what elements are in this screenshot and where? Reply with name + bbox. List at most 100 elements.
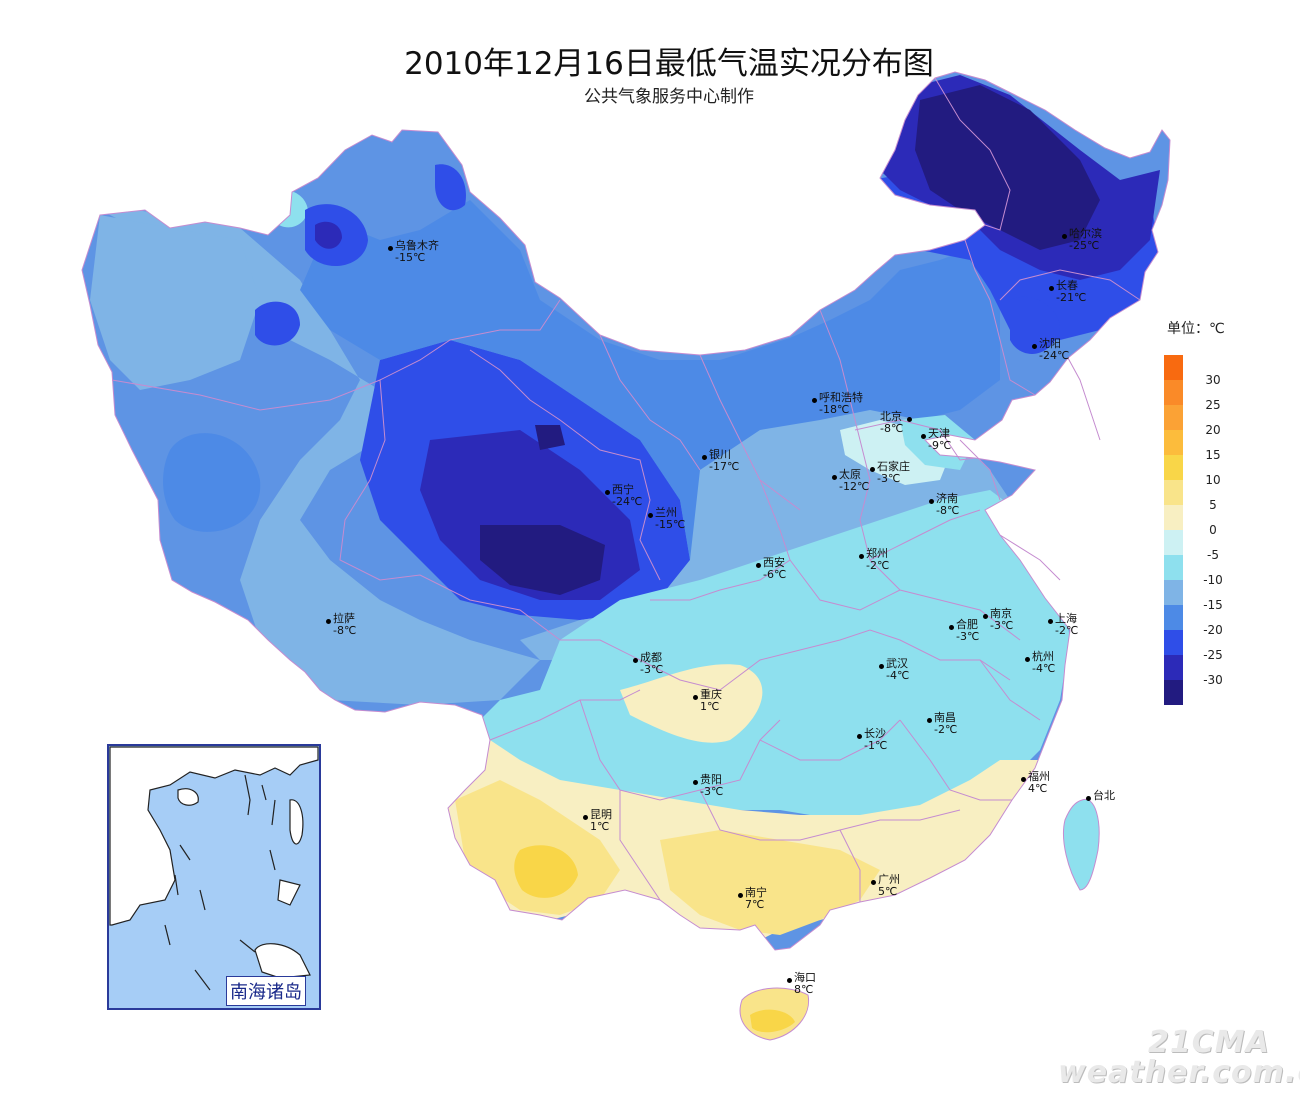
map-subtitle: 公共气象服务中心制作	[584, 87, 754, 107]
city-label: 乌鲁木齐 -15℃	[388, 240, 439, 264]
city-label: 南京 -3℃	[983, 608, 1013, 632]
legend-swatch	[1164, 580, 1183, 605]
city-label: 长春 -21℃	[1049, 280, 1086, 304]
city-marker	[326, 619, 331, 624]
city-label: 南宁 7℃	[738, 887, 767, 911]
city-label: 哈尔滨 -25℃	[1062, 228, 1102, 252]
city-label: 呼和浩特 -18℃	[812, 392, 863, 416]
city-label: 太原 -12℃	[832, 469, 869, 493]
city-marker	[870, 467, 875, 472]
legend-swatch	[1164, 555, 1183, 580]
city-label: 石家庄 -3℃	[870, 461, 910, 485]
legend-tick-label: 0	[1209, 523, 1217, 537]
legend-tick-label: 20	[1205, 423, 1221, 437]
city-marker	[927, 718, 932, 723]
city-marker	[1032, 344, 1037, 349]
temperature-zones	[82, 75, 1160, 950]
legend-swatch	[1164, 630, 1183, 655]
legend-swatch	[1164, 455, 1183, 480]
city-label: 昆明 1℃	[583, 809, 612, 833]
city-marker	[756, 563, 761, 568]
city-label: 福州 4℃	[1021, 771, 1050, 795]
taiwan-island	[1062, 798, 1100, 891]
legend-swatch	[1164, 430, 1183, 455]
city-marker	[812, 398, 817, 403]
legend-swatch	[1164, 380, 1183, 405]
city-label: 合肥 -3℃	[949, 619, 979, 643]
legend-swatch	[1164, 480, 1183, 505]
legend-tick-label: 25	[1205, 398, 1221, 412]
legend-swatch	[1164, 355, 1183, 380]
legend-swatch	[1164, 405, 1183, 430]
legend-tick-label: 5	[1209, 498, 1217, 512]
legend-tick-label: -30	[1203, 673, 1223, 687]
legend-swatch	[1164, 680, 1183, 705]
city-marker	[832, 475, 837, 480]
city-label: 天津 -9℃	[921, 428, 951, 452]
city-label: 拉萨 -8℃	[326, 613, 356, 637]
legend-swatch	[1164, 505, 1183, 530]
city-marker	[921, 434, 926, 439]
city-label: 武汉 -4℃	[879, 658, 909, 682]
legend-tick-label: -5	[1207, 548, 1219, 562]
city-marker	[879, 664, 884, 669]
city-marker	[738, 893, 743, 898]
legend-tick-label: -15	[1203, 598, 1223, 612]
city-label: 广州 5℃	[871, 874, 900, 898]
city-label: 西宁 -24℃	[605, 484, 642, 508]
city-marker	[907, 417, 912, 422]
city-label: 海口 8℃	[787, 972, 816, 996]
korea-coast	[1067, 357, 1101, 441]
city-label: 北京 -8℃	[880, 411, 912, 435]
map-title: 2010年12月16日最低气温实况分布图	[404, 46, 934, 82]
city-marker	[857, 734, 862, 739]
city-marker	[388, 246, 393, 251]
city-marker	[702, 455, 707, 460]
city-label: 西安 -6℃	[756, 557, 786, 581]
legend-unit-title: 单位：℃	[1167, 321, 1225, 337]
legend-tick-label: -20	[1203, 623, 1223, 637]
city-marker	[929, 499, 934, 504]
city-label: 银川 -17℃	[702, 449, 739, 473]
city-marker	[949, 625, 954, 630]
city-marker	[693, 695, 698, 700]
city-marker	[1025, 657, 1030, 662]
city-marker	[1021, 777, 1026, 782]
city-label: 上海 -2℃	[1048, 613, 1078, 637]
city-label: 成都 -3℃	[633, 652, 663, 676]
city-marker	[983, 614, 988, 619]
city-marker	[693, 780, 698, 785]
city-marker	[648, 513, 653, 518]
city-label: 长沙 -1℃	[857, 728, 887, 752]
legend-swatch	[1164, 655, 1183, 680]
city-marker	[1086, 796, 1091, 801]
city-marker	[859, 554, 864, 559]
city-label: 重庆 1℃	[693, 689, 722, 713]
inset-land	[109, 746, 319, 926]
legend-swatch	[1164, 605, 1183, 630]
city-marker	[1062, 234, 1067, 239]
city-label: 贵阳 -3℃	[693, 774, 723, 798]
city-marker	[583, 815, 588, 820]
city-label: 济南 -8℃	[929, 493, 959, 517]
province-borders	[81, 71, 1171, 951]
legend-tick-label: 15	[1205, 448, 1221, 462]
city-marker	[787, 978, 792, 983]
south-china-sea-label: 南海诸岛	[226, 976, 306, 1006]
city-marker	[633, 658, 638, 663]
city-label: 台北	[1086, 790, 1115, 802]
city-label: 郑州 -2℃	[859, 548, 889, 572]
city-label: 沈阳 -24℃	[1032, 338, 1069, 362]
city-marker	[605, 490, 610, 495]
legend-tick-label: 10	[1205, 473, 1221, 487]
city-label: 南昌 -2℃	[927, 712, 957, 736]
legend-tick-label: -10	[1203, 573, 1223, 587]
city-marker	[871, 880, 876, 885]
city-marker	[1048, 619, 1053, 624]
legend-color-bar	[1164, 355, 1183, 705]
city-label: 兰州 -15℃	[648, 507, 685, 531]
legend-swatch	[1164, 530, 1183, 555]
legend-tick-label: 30	[1205, 373, 1221, 387]
